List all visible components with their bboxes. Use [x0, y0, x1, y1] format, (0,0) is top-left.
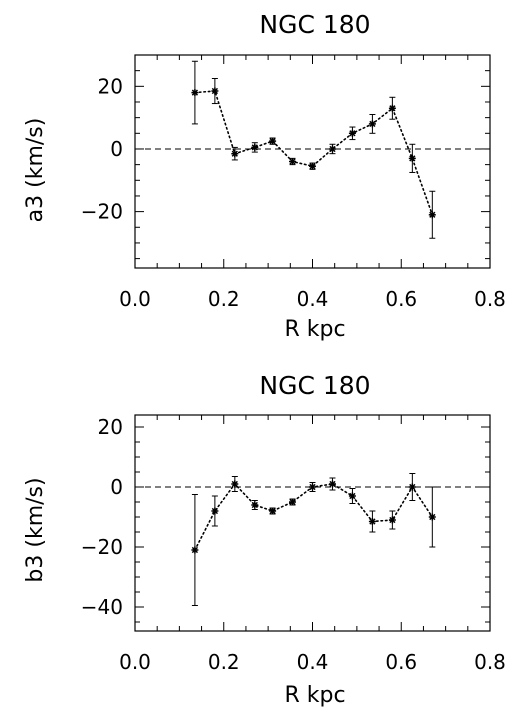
data-point [289, 158, 296, 165]
data-point-marker [349, 492, 356, 500]
x-tick-label: 0.6 [385, 650, 417, 674]
data-point-marker [349, 130, 356, 137]
data-point [269, 507, 277, 515]
data-point [428, 211, 436, 219]
data-point-marker [191, 546, 199, 554]
data-point-marker [211, 507, 219, 515]
x-tick-label: 0.6 [385, 287, 417, 311]
chart-title: NGC 180 [259, 10, 370, 39]
plot-frame [134, 414, 491, 632]
data-point-marker [309, 483, 316, 491]
data-point-marker [289, 158, 296, 165]
data-point [329, 145, 336, 153]
series-line [194, 482, 434, 551]
data-point-marker [409, 155, 416, 162]
y-tick-label: −40 [81, 595, 123, 619]
y-axis-label: a3 (km/s) [23, 118, 48, 223]
y-tick-label: −20 [81, 535, 123, 559]
data-point-marker [329, 480, 336, 488]
data-point-marker [309, 163, 316, 170]
data-point-marker [191, 89, 199, 96]
data-point-marker [389, 105, 396, 112]
data-point-marker [409, 483, 416, 491]
data-point-marker [231, 150, 238, 157]
data-point-marker [269, 137, 276, 145]
b3-panel: NGC 180 R kpc b3 (km/s) 0.0 0.2 0.4 0.6 0.8 2… [23, 371, 506, 708]
data-point-marker [251, 501, 258, 509]
data-point [408, 154, 416, 162]
data-point-marker [211, 87, 219, 95]
x-tick-label: 0.4 [297, 287, 329, 311]
data-point [269, 137, 277, 145]
data-point-marker [429, 513, 436, 521]
data-point [428, 513, 436, 521]
data-point-marker [329, 145, 336, 153]
x-tick-label: 0.2 [208, 650, 240, 674]
data-point [368, 518, 376, 525]
x-tick-label: 0.0 [119, 650, 151, 674]
plot-frame [134, 54, 491, 269]
data-point [388, 104, 396, 112]
y-tick-label: 20 [98, 415, 123, 439]
y-axis-label: b3 (km/s) [23, 477, 48, 582]
x-axis-label: R kpc [284, 683, 345, 708]
data-point [408, 483, 416, 491]
x-tick-label: 0.4 [297, 650, 329, 674]
data-point [251, 143, 259, 151]
x-tick-label: 0.8 [474, 650, 506, 674]
data-point [191, 89, 199, 97]
a3-panel: NGC 180 R kpc a3 (km/s) 0.0 0.2 0.4 0.6 0.8 2… [23, 10, 506, 342]
data-point-marker [429, 211, 436, 218]
chart-title: NGC 180 [259, 371, 370, 400]
data-point [309, 483, 316, 491]
data-point [329, 480, 336, 488]
data-point [191, 546, 199, 554]
data-point [211, 507, 219, 515]
data-point [388, 516, 396, 524]
data-point [348, 129, 356, 137]
y-tick-label: 0 [110, 137, 123, 161]
data-point [289, 498, 296, 506]
data-point [368, 120, 376, 128]
data-point-marker [269, 507, 276, 515]
y-tick-label: 20 [98, 74, 123, 98]
data-point [231, 150, 239, 158]
data-point [231, 480, 239, 488]
data-point-marker [251, 144, 258, 151]
data-point [251, 501, 259, 509]
y-tick-label: 0 [110, 475, 123, 499]
data-point-marker [289, 498, 296, 506]
data-point [348, 492, 356, 500]
x-tick-label: 0.2 [208, 287, 240, 311]
data-point-marker [389, 516, 396, 524]
x-tick-label: 0.0 [119, 287, 151, 311]
data-point-marker [231, 480, 238, 488]
data-point-marker [369, 518, 376, 525]
data-point [309, 162, 316, 170]
y-tick-label: −20 [81, 200, 123, 224]
data-point-marker [369, 120, 376, 128]
x-tick-label: 0.8 [474, 287, 506, 311]
data-point [211, 87, 219, 95]
series-line [194, 90, 434, 216]
x-axis-label: R kpc [284, 317, 345, 342]
